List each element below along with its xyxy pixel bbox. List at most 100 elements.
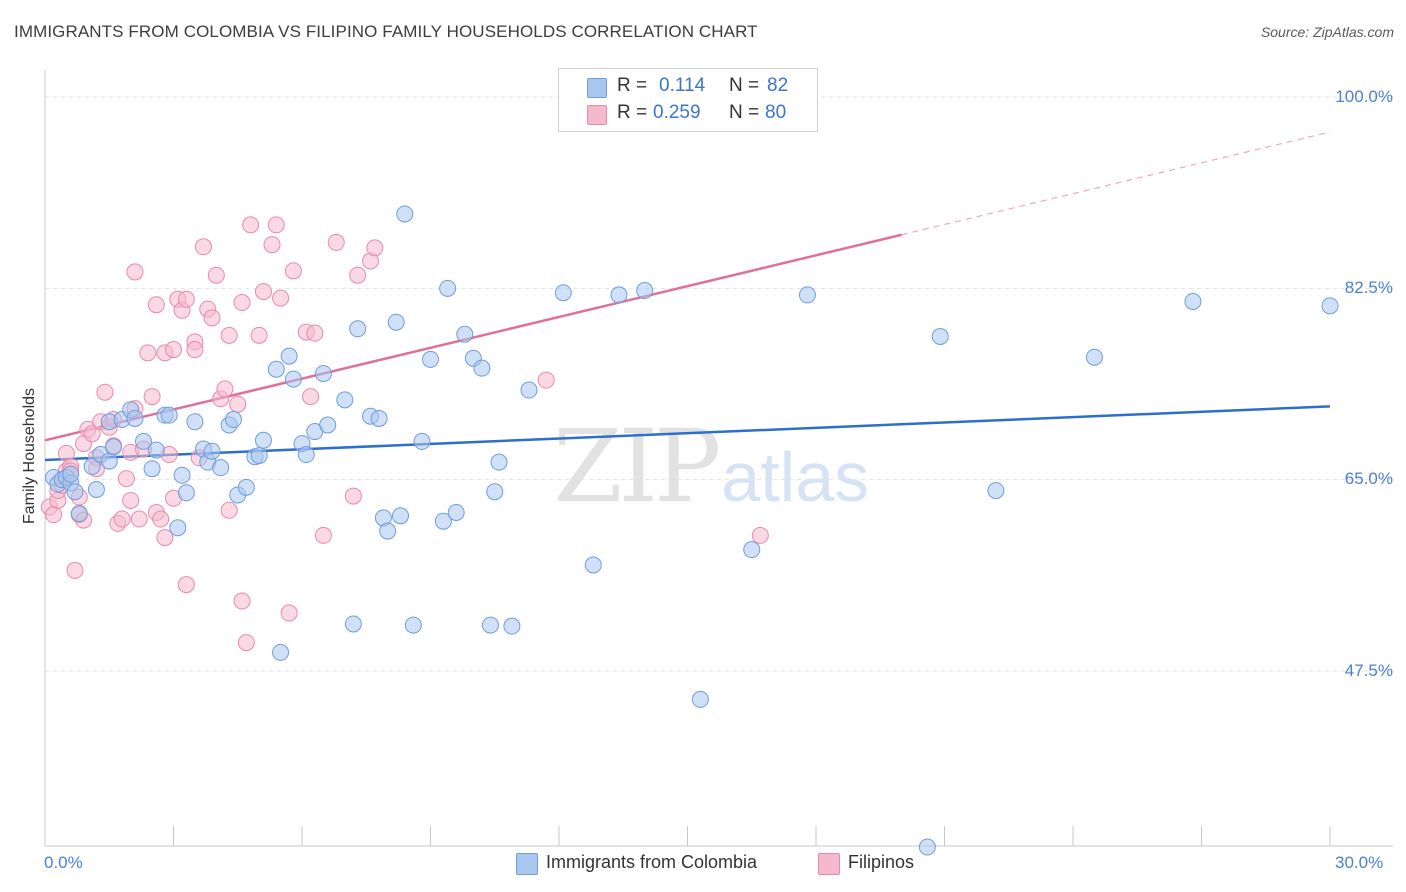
data-point-filipinos (83, 425, 101, 443)
y-tick-label: 82.5% (1344, 278, 1393, 297)
data-point-filipinos (349, 266, 367, 284)
data-point-filipinos (233, 294, 251, 312)
data-point-colombia (743, 541, 761, 559)
data-point-filipinos (216, 380, 234, 398)
data-point-colombia (422, 350, 439, 368)
data-point-colombia (439, 279, 457, 297)
data-point-colombia (610, 286, 628, 304)
data-point-filipinos (156, 529, 174, 547)
data-point-colombia (691, 690, 709, 708)
data-point-filipinos (96, 383, 114, 401)
data-point-colombia (87, 481, 105, 499)
data-point-colombia (314, 365, 332, 383)
data-point-colombia (520, 381, 538, 399)
data-point-filipinos (280, 604, 298, 622)
data-point-colombia (987, 482, 1005, 500)
data-point-colombia (404, 616, 422, 634)
y-tick-label: 65.0% (1344, 469, 1393, 488)
data-point-colombia (272, 643, 290, 661)
data-point-filipinos (344, 487, 362, 505)
data-point-colombia (554, 284, 572, 302)
data-point-filipinos (165, 341, 182, 359)
data-point-colombia (319, 416, 337, 434)
data-point-colombia (70, 505, 88, 523)
x-tick-label-max: 30.0% (1335, 853, 1384, 872)
data-point-colombia (267, 360, 285, 378)
data-point-filipinos (220, 501, 238, 519)
x-tick-label-min: 0.0% (44, 853, 83, 872)
data-point-filipinos (152, 510, 170, 528)
data-point-colombia (1184, 292, 1202, 310)
data-point-filipinos (126, 263, 144, 281)
data-point-colombia (798, 286, 816, 304)
data-point-filipinos (314, 526, 332, 544)
data-point-colombia (147, 441, 165, 459)
data-point-colombia (379, 522, 397, 540)
data-point-colombia (392, 507, 410, 525)
data-point-filipinos (306, 324, 324, 342)
data-point-colombia (177, 484, 195, 502)
data-point-colombia (173, 466, 191, 484)
data-point-filipinos (220, 326, 238, 344)
data-point-colombia (186, 413, 204, 431)
data-point-colombia (62, 465, 80, 483)
data-point-colombia (254, 431, 272, 449)
data-point-filipinos (237, 634, 255, 652)
data-point-filipinos (272, 289, 290, 307)
data-point-colombia (349, 320, 367, 338)
data-point-colombia (284, 370, 302, 388)
data-point-colombia (100, 452, 118, 470)
data-point-colombia (250, 447, 268, 465)
data-point-filipinos (143, 388, 161, 406)
data-point-colombia (473, 359, 491, 377)
data-point-colombia (434, 512, 452, 530)
legend-n-value: 80 (765, 102, 787, 123)
data-point-colombia (83, 458, 101, 476)
data-point-colombia (447, 503, 465, 521)
stats-legend: R = 0.114 N = 82 R = 0.259 N = 80 (558, 68, 818, 132)
legend-swatch-blue (587, 78, 607, 98)
data-point-colombia (931, 327, 949, 345)
data-point-colombia (503, 617, 521, 635)
series-colombia (45, 205, 1339, 856)
legend-n-label: N = (729, 102, 760, 123)
trend-line-filipinos (44, 233, 902, 442)
data-point-colombia (169, 519, 187, 537)
data-point-colombia (143, 460, 161, 478)
data-point-colombia (135, 432, 153, 450)
data-point-colombia (1321, 297, 1339, 315)
data-point-filipinos (66, 561, 84, 579)
data-point-filipinos (537, 371, 555, 389)
data-point-colombia (237, 478, 255, 496)
axes (44, 70, 1393, 847)
data-point-colombia (203, 442, 221, 460)
data-point-colombia (344, 615, 362, 633)
data-point-colombia (224, 411, 242, 429)
watermark-atlas: atlas (721, 438, 870, 516)
trend-line-filipinos-extension (901, 131, 1331, 236)
y-tick-label: 47.5% (1344, 661, 1393, 680)
data-point-filipinos (267, 216, 285, 234)
data-point-colombia (918, 838, 936, 856)
data-point-colombia (387, 313, 405, 331)
data-point-filipinos (366, 239, 384, 257)
y-tick-label: 100.0% (1335, 87, 1393, 106)
data-point-colombia (413, 432, 431, 450)
legend-r-value: 0.114 (659, 75, 706, 96)
data-point-filipinos (177, 576, 195, 594)
y-axis-label: Family Households (21, 387, 38, 525)
data-point-filipinos (751, 526, 769, 544)
legend-n-value: 82 (767, 75, 789, 96)
data-point-colombia (396, 205, 414, 223)
data-point-filipinos (233, 592, 251, 610)
data-point-colombia (486, 483, 504, 501)
data-point-filipinos (302, 388, 320, 406)
data-point-colombia (160, 406, 178, 424)
bottom-legend-label: Filipinos (848, 852, 915, 872)
data-point-colombia (1085, 348, 1103, 366)
data-point-filipinos (139, 344, 157, 362)
chart-title: IMMIGRANTS FROM COLOMBIA VS FILIPINO FAM… (14, 22, 758, 41)
legend-swatch-pink (587, 105, 607, 125)
data-point-filipinos (284, 262, 302, 280)
data-point-colombia (126, 409, 144, 427)
